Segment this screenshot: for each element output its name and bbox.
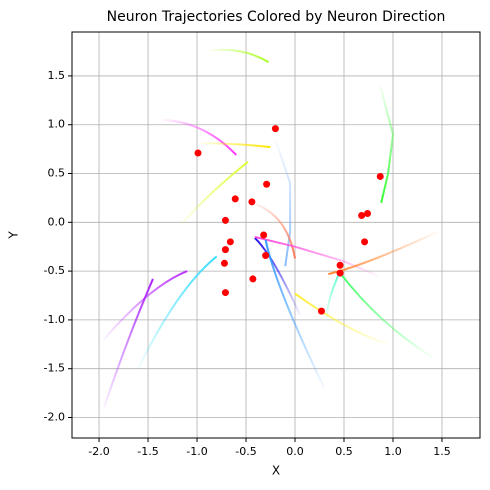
neuron-point: [361, 238, 369, 246]
neuron-point: [260, 231, 268, 239]
y-tick-label: -1.5: [44, 362, 65, 375]
x-tick-label: -2.0: [88, 445, 109, 458]
trajectory: [254, 237, 301, 316]
trajectory: [103, 270, 188, 341]
x-tick-label: -0.5: [235, 445, 256, 458]
trajectory: [339, 272, 433, 358]
neuron-point: [376, 172, 384, 180]
x-tick-label: 0.0: [286, 445, 304, 458]
chart-title: Neuron Trajectories Colored by Neuron Di…: [107, 9, 446, 25]
trajectory: [326, 270, 341, 321]
x-tick-label: -1.0: [186, 445, 207, 458]
neuron-point: [336, 261, 344, 269]
neuron-point: [221, 216, 229, 224]
trajectory: [137, 255, 218, 370]
trajectory: [274, 139, 292, 267]
trajectory: [251, 201, 296, 259]
neuron-point: [358, 211, 366, 219]
neuron-point: [221, 246, 229, 254]
trajectory: [102, 278, 154, 409]
trajectory: [328, 231, 438, 276]
plot-frame: [71, 31, 481, 439]
neuron-point: [249, 275, 257, 283]
x-axis-label: X: [272, 464, 280, 478]
x-tick-label: -1.5: [137, 445, 158, 458]
neuron-point: [364, 210, 372, 218]
y-tick-label: 1.0: [48, 118, 66, 131]
trajectory: [254, 235, 379, 277]
y-tick-label: -1.0: [44, 313, 65, 326]
y-tick-label: -0.5: [44, 264, 65, 277]
neuron-point: [336, 269, 344, 277]
trajectory: [199, 142, 271, 149]
y-tick-label: -2.0: [44, 411, 65, 424]
trajectory: [294, 292, 389, 346]
neuron-point: [271, 125, 279, 133]
neuron-point: [263, 180, 271, 188]
neuron-point: [221, 289, 229, 297]
trajectory: [179, 161, 249, 226]
neuron-point: [226, 238, 234, 246]
trajectory: [162, 118, 237, 156]
neuron-point: [220, 259, 228, 267]
trajectory: [379, 85, 395, 204]
neuron-point: [231, 195, 239, 203]
x-tick-label: 1.0: [384, 445, 402, 458]
neuron-point: [194, 149, 202, 157]
y-tick-label: 0.0: [48, 215, 66, 228]
neuron-point: [317, 307, 325, 315]
y-tick-label: 1.5: [48, 69, 66, 82]
trajectory: [209, 48, 270, 64]
neuron-point: [248, 198, 256, 206]
trajectory: [264, 239, 326, 389]
y-tick-label: 0.5: [48, 167, 66, 180]
x-tick-label: 0.5: [335, 445, 353, 458]
neuron-point: [262, 251, 270, 259]
x-tick-label: 1.5: [433, 445, 451, 458]
y-axis-label: Y: [7, 231, 21, 240]
